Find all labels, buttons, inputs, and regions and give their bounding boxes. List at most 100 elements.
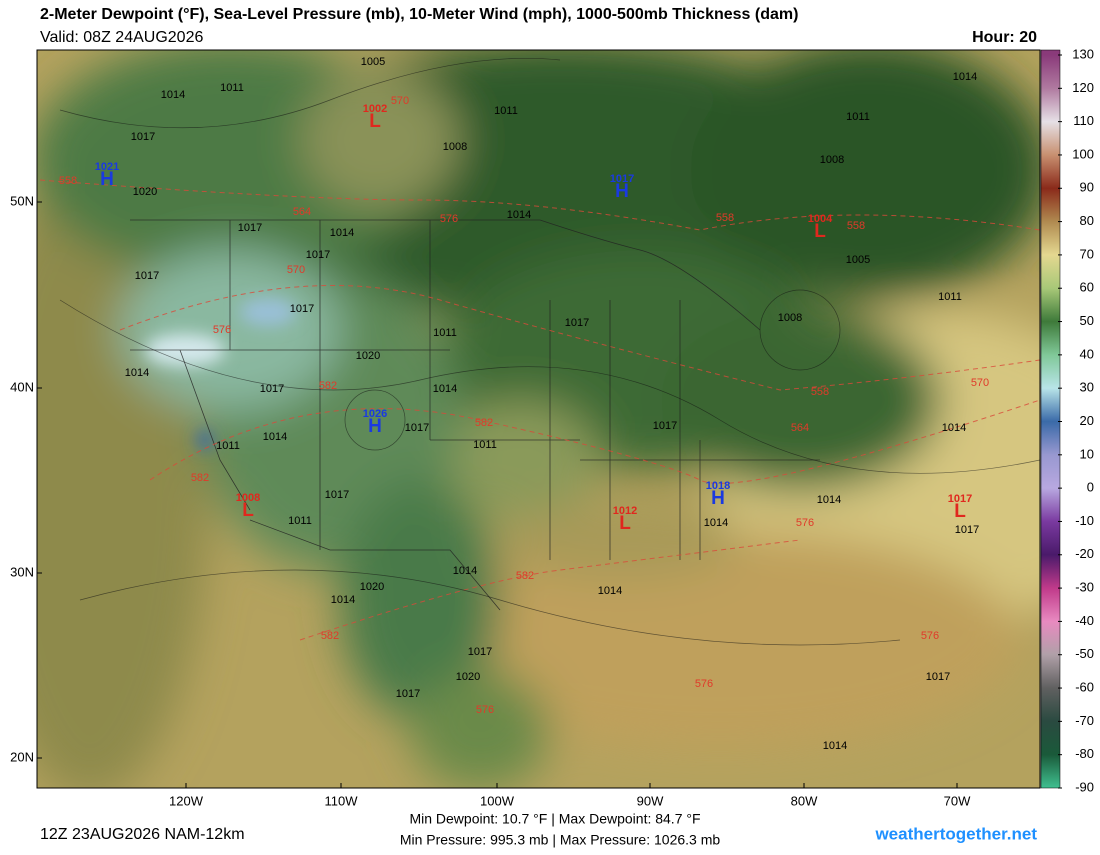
colorbar-tick-label: 100 <box>1072 146 1094 161</box>
isobar-label: 1014 <box>704 517 728 529</box>
colorbar-tick-label: 30 <box>1080 380 1094 395</box>
colorbar-tick-label: 130 <box>1072 46 1094 61</box>
colorbar <box>1040 49 1061 789</box>
isobar-label: 1011 <box>433 327 457 339</box>
site-link[interactable]: weathertogether.net <box>874 824 1037 843</box>
isobar-label: 1017 <box>135 270 159 282</box>
colorbar-tick-label: 120 <box>1072 80 1094 95</box>
colorbar-tick-label: -70 <box>1075 713 1094 728</box>
thickness-label: 570 <box>391 95 409 107</box>
pressure-center-letter: L <box>619 513 631 534</box>
isobar-label: 1020 <box>360 581 384 593</box>
latitude-label: 20N <box>10 749 34 764</box>
pressure-center-letter: L <box>954 501 966 522</box>
pressure-center-value: 1012 <box>613 505 637 517</box>
isobar-label: 1005 <box>361 56 385 68</box>
pressure-center-value: 1018 <box>706 480 730 492</box>
colorbar-tick-label: -90 <box>1075 779 1094 794</box>
isobar-label: 1017 <box>405 422 429 434</box>
isobar-label: 1011 <box>938 291 962 303</box>
pressure-stats: Min Pressure: 995.3 mb | Max Pressure: 1… <box>400 832 721 848</box>
longitude-label: 110W <box>325 793 359 808</box>
dewpoint-stats: Min Dewpoint: 10.7 °F | Max Dewpoint: 84… <box>409 811 700 827</box>
colorbar-tick-label: 10 <box>1080 446 1094 461</box>
latitude-label: 50N <box>10 193 34 208</box>
isobar-label: 1017 <box>290 303 314 315</box>
thickness-label: 582 <box>321 630 339 642</box>
thickness-label: 576 <box>213 324 231 336</box>
isobar-label: 1011 <box>220 82 244 94</box>
isobar-label: 1017 <box>306 249 330 261</box>
thickness-label: 558 <box>716 212 734 224</box>
isobar-label: 1014 <box>507 209 531 221</box>
colorbar-tick-label: -30 <box>1075 580 1094 595</box>
isobar-label: 1014 <box>433 383 457 395</box>
isobar-label: 1014 <box>263 431 287 443</box>
colorbar-tick-label: -50 <box>1075 646 1094 661</box>
thickness-label: 582 <box>191 472 209 484</box>
isobar-label: 1014 <box>331 594 355 606</box>
pressure-center-letter: L <box>242 500 254 521</box>
thickness-label: 576 <box>440 213 458 225</box>
isobar-label: 1014 <box>953 71 977 83</box>
thickness-label: 576 <box>695 678 713 690</box>
isobar-label: 1011 <box>494 105 518 117</box>
thickness-label: 576 <box>796 517 814 529</box>
isobar-label: 1017 <box>468 646 492 658</box>
isobar-label: 1017 <box>653 420 677 432</box>
longitude-label: 70W <box>944 793 971 808</box>
colorbar-tick-label: 70 <box>1080 246 1094 261</box>
pressure-center-value: 1004 <box>808 213 833 225</box>
isobar-label: 1011 <box>846 111 870 123</box>
map-frame <box>36 49 1041 789</box>
map-title: 2-Meter Dewpoint (°F), Sea-Level Pressur… <box>40 6 798 23</box>
isobar-label: 1011 <box>473 439 497 451</box>
isobar-label: 1014 <box>817 494 841 506</box>
isobar-label: 1011 <box>216 440 240 452</box>
forecast-hour: Hour: 20 <box>972 29 1037 46</box>
isobar-label: 1014 <box>330 227 354 239</box>
thickness-label: 576 <box>476 704 494 716</box>
latitude-label: 40N <box>10 379 34 394</box>
isobar-label: 1005 <box>846 254 870 266</box>
isobar-label: 1011 <box>288 515 312 527</box>
longitude-label: 100W <box>480 793 515 808</box>
thickness-label: 564 <box>791 422 809 434</box>
thickness-label: 582 <box>475 417 493 429</box>
map-field <box>37 50 1040 788</box>
pressure-center-letter: L <box>369 111 381 132</box>
isobar-label: 1008 <box>443 141 467 153</box>
longitude-label: 120W <box>169 793 204 808</box>
pressure-center-value: 1021 <box>95 161 119 173</box>
isobar-label: 1014 <box>823 740 847 752</box>
latitude-label: 30N <box>10 564 34 579</box>
pressure-center-value: 1002 <box>363 103 387 115</box>
isobar-label: 1014 <box>453 565 477 577</box>
longitude-label: 80W <box>791 793 818 808</box>
isobar-label: 1017 <box>260 383 284 395</box>
isobar-label: 1017 <box>325 489 349 501</box>
thickness-label: 558 <box>811 386 829 398</box>
colorbar-tick-label: -20 <box>1075 546 1094 561</box>
isobar-label: 1017 <box>565 317 589 329</box>
thickness-label: 570 <box>287 264 305 276</box>
thickness-label: 576 <box>921 630 939 642</box>
thickness-label: 582 <box>516 570 534 582</box>
isobar-label: 1017 <box>926 671 950 683</box>
colorbar-tick-label: 110 <box>1073 113 1094 128</box>
thickness-label: 558 <box>847 220 865 232</box>
colorbar-tick-label: -40 <box>1075 613 1094 628</box>
colorbar-tick-label: 60 <box>1080 280 1094 295</box>
pressure-center-value: 1017 <box>610 173 634 185</box>
colorbar-tick-label: 40 <box>1080 346 1094 361</box>
isobar-label: 1014 <box>942 422 966 434</box>
pressure-center-letter: H <box>615 181 629 202</box>
isobar-label: 1017 <box>955 524 979 536</box>
pressure-center-value: 1026 <box>363 408 387 420</box>
isobar-label: 1008 <box>778 312 802 324</box>
thickness-label: 564 <box>293 206 311 218</box>
isobar-label: 1017 <box>396 688 420 700</box>
longitude-label: 90W <box>637 793 664 808</box>
pressure-center-value: 1017 <box>948 493 972 505</box>
isobar-label: 1020 <box>456 671 480 683</box>
